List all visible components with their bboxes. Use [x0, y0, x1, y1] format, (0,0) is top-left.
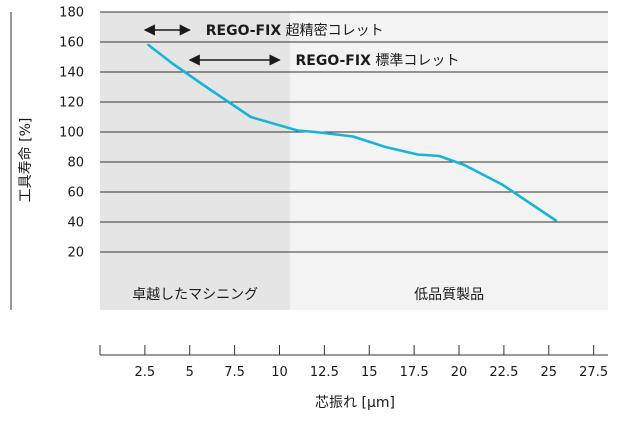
annotation-brand-1: REGO-FIX	[206, 23, 282, 39]
y-tick-label-40: 40	[67, 216, 84, 231]
x-tick-label-22.5: 22.5	[489, 365, 518, 380]
axes-layer: 2.5 5 7.5 10 12.5 15 17.5 20 22.5 25 27.5	[10, 12, 608, 380]
x-tick-label-5: 5	[186, 365, 194, 380]
y-tick-label-120: 120	[59, 96, 84, 111]
annotation-text-2: 標準コレット	[371, 53, 459, 69]
region-band-1	[100, 12, 291, 310]
y-tick-label-20: 20	[67, 246, 84, 261]
annotation-brand-2: REGO-FIX	[296, 53, 372, 69]
y-tick-label-140: 140	[59, 66, 84, 81]
series-point-1-8	[384, 146, 387, 148]
x-tick-label-7.5: 7.5	[224, 365, 245, 380]
x-tick-label-17.5: 17.5	[400, 365, 429, 380]
region-band-2	[290, 12, 608, 310]
series-point-1-3	[203, 84, 205, 87]
series-point-1-13	[555, 219, 557, 222]
region-label-1: 卓越したマシニング	[132, 287, 258, 303]
y-tick-label-60: 60	[67, 186, 84, 201]
series-point-1-12	[501, 183, 503, 186]
y-tick-label-100: 100	[59, 126, 84, 141]
x-tick-label-2.5: 2.5	[135, 365, 156, 380]
x-tick-label-12.5: 12.5	[310, 365, 339, 380]
x-tick-label-27.5: 27.5	[579, 365, 608, 380]
annotation-text-1: 超精密コレット	[281, 22, 383, 39]
region-label-2: 低品質製品	[414, 287, 484, 303]
series-layer	[147, 43, 558, 222]
annotation-label-2: REGO-FIX 標準コレット	[296, 53, 460, 69]
series-point-1-9	[416, 153, 419, 156]
series-point-1-2	[171, 62, 173, 64]
series-point-1-10	[438, 155, 441, 157]
x-tick-label-25: 25	[540, 365, 557, 380]
x-tick-label-20: 20	[451, 365, 468, 380]
series-point-1-1	[147, 44, 150, 46]
y-tick-label-180: 180	[59, 6, 84, 21]
series-point-1-6	[314, 131, 317, 133]
y-tick-label-160: 160	[59, 36, 84, 51]
x-tick-label-10: 10	[271, 365, 288, 380]
series-point-1-11	[463, 164, 466, 166]
series-point-1-4	[249, 116, 252, 118]
grid-layer: 20 40 60 80 100 120 140 160 180	[59, 6, 608, 261]
annotation-label-1: REGO-FIX 超精密コレット	[206, 22, 384, 39]
x-axis-title: 芯振れ [μm]	[315, 395, 395, 411]
series-point-1-5	[296, 129, 299, 132]
x-tick-label-15: 15	[361, 365, 378, 380]
series-point-1-7	[352, 135, 354, 138]
y-axis-title: 工具寿命 [%]	[17, 118, 34, 203]
y-tick-label-80: 80	[67, 156, 84, 171]
